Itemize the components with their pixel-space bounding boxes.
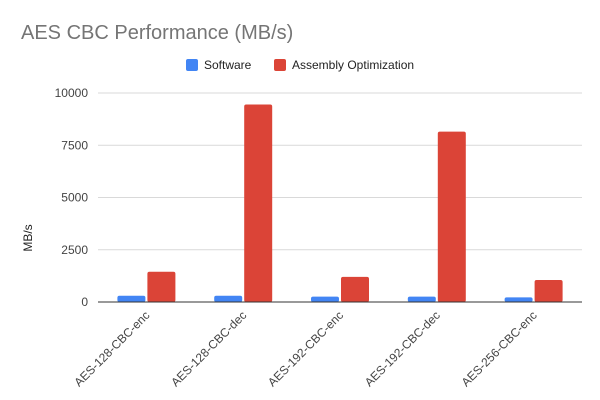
x-tick-label: AES-128-CBC-dec xyxy=(168,308,249,389)
legend-swatch xyxy=(186,59,198,71)
bar-software xyxy=(311,296,339,302)
bar-software xyxy=(504,297,533,302)
x-tick-label: AES-192-CBC-dec xyxy=(362,308,443,389)
bar-assembly-optimization xyxy=(244,104,273,303)
bar-assembly-optimization xyxy=(341,276,369,302)
bars xyxy=(117,104,563,303)
y-tick-label: 5000 xyxy=(61,191,88,205)
bar-software xyxy=(407,296,436,302)
x-axis-ticks: AES-128-CBC-enc AES-128-CBC-dec AES-192-CB… xyxy=(71,308,539,389)
bar-software xyxy=(117,295,146,302)
gridlines xyxy=(98,92,582,251)
x-tick-label: AES-192-CBC-enc xyxy=(265,308,346,389)
legend: Software Assembly Optimization xyxy=(186,58,414,72)
y-tick-label: 2500 xyxy=(61,243,88,257)
y-tick-label: 0 xyxy=(81,295,88,309)
x-tick-label: AES-128-CBC-enc xyxy=(71,308,152,389)
legend-swatch xyxy=(274,59,286,71)
bar-software xyxy=(214,295,243,302)
bar-assembly-optimization xyxy=(534,280,563,302)
y-tick-label: 10000 xyxy=(55,86,89,100)
x-tick-label: AES-256-CBC-enc xyxy=(459,308,540,389)
legend-label: Assembly Optimization xyxy=(292,58,414,72)
y-axis-label: MB/s xyxy=(21,224,35,251)
bar-assembly-optimization xyxy=(437,131,466,302)
legend-label: Software xyxy=(204,58,252,72)
chart-title: AES CBC Performance (MB/s) xyxy=(21,22,293,44)
y-tick-label: 7500 xyxy=(61,138,88,152)
y-axis-ticks: 0 2500 5000 7500 10000 xyxy=(55,86,89,309)
bar-assembly-optimization xyxy=(147,271,176,302)
